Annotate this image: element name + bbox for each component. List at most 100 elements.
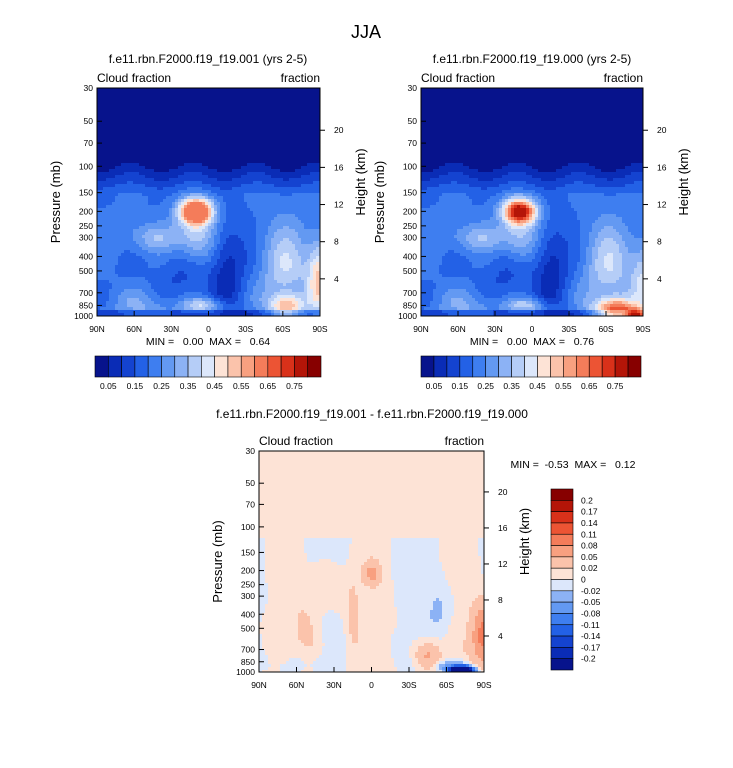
heatmap-cell bbox=[169, 199, 173, 203]
heatmap-cell bbox=[283, 154, 287, 158]
heatmap-cell bbox=[226, 133, 230, 137]
heatmap-cell bbox=[127, 196, 131, 200]
heatmap-cell bbox=[97, 154, 101, 158]
heatmap-cell bbox=[181, 196, 185, 200]
heatmap-cell bbox=[208, 265, 212, 269]
heatmap-cell bbox=[169, 124, 173, 128]
heatmap-cell bbox=[160, 223, 164, 227]
heatmap-cell bbox=[208, 202, 212, 206]
heatmap-cell bbox=[253, 169, 257, 173]
heatmap-cell bbox=[97, 223, 101, 227]
heatmap-cell bbox=[253, 88, 257, 92]
heatmap-cell bbox=[289, 187, 293, 191]
heatmap-cell bbox=[130, 256, 134, 260]
heatmap-cell bbox=[187, 286, 191, 290]
heatmap-cell bbox=[97, 166, 101, 170]
heatmap-cell bbox=[187, 154, 191, 158]
heatmap-cell bbox=[169, 139, 173, 143]
heatmap-cell bbox=[148, 109, 152, 113]
heatmap-cell bbox=[181, 175, 185, 179]
heatmap-cell bbox=[250, 196, 254, 200]
heatmap-cell bbox=[181, 283, 185, 287]
heatmap-cell bbox=[112, 286, 116, 290]
heatmap-cell bbox=[169, 163, 173, 167]
heatmap-cell bbox=[265, 262, 269, 266]
heatmap-cell bbox=[220, 166, 224, 170]
heatmap-cell bbox=[154, 133, 158, 137]
heatmap-cell bbox=[277, 205, 281, 209]
heatmap-cell bbox=[232, 250, 236, 254]
heatmap-cell bbox=[115, 115, 119, 119]
heatmap-cell bbox=[250, 262, 254, 266]
heatmap-cell bbox=[103, 271, 107, 275]
heatmap-cell bbox=[184, 286, 188, 290]
heatmap-cell bbox=[241, 220, 245, 224]
heatmap-cell bbox=[106, 205, 110, 209]
heatmap-cell bbox=[259, 265, 263, 269]
heatmap-cell bbox=[121, 247, 125, 251]
heatmap-cell bbox=[301, 217, 305, 221]
heatmap-cell bbox=[118, 112, 122, 116]
heatmap-cell bbox=[130, 277, 134, 281]
heatmap-cell bbox=[190, 100, 194, 104]
heatmap-cell bbox=[175, 88, 179, 92]
heatmap-cell bbox=[244, 199, 248, 203]
heatmap-cell bbox=[100, 142, 104, 146]
heatmap-cell bbox=[223, 229, 227, 233]
heatmap-cell bbox=[301, 151, 305, 155]
heatmap-cell bbox=[271, 193, 275, 197]
heatmap-cell bbox=[202, 247, 206, 251]
heatmap-cell bbox=[199, 229, 203, 233]
heatmap-cell bbox=[313, 193, 317, 197]
heatmap-cell bbox=[271, 190, 275, 194]
heatmap-cell bbox=[118, 232, 122, 236]
heatmap-cell bbox=[277, 202, 281, 206]
heatmap-cell bbox=[151, 151, 155, 155]
heatmap-cell bbox=[202, 271, 206, 275]
heatmap-cell bbox=[217, 136, 221, 140]
heatmap-cell bbox=[295, 145, 299, 149]
heatmap-cell bbox=[145, 148, 149, 152]
heatmap-cell bbox=[181, 166, 185, 170]
heatmap-cell bbox=[115, 100, 119, 104]
heatmap-cell bbox=[142, 256, 146, 260]
heatmap-cell bbox=[163, 253, 167, 257]
heatmap-cell bbox=[175, 271, 179, 275]
heatmap-cell bbox=[148, 259, 152, 263]
heatmap-cell bbox=[292, 121, 296, 125]
heatmap-cell bbox=[313, 130, 317, 134]
heatmap-cell bbox=[190, 166, 194, 170]
heatmap-cell bbox=[292, 253, 296, 257]
heatmap-cell bbox=[172, 94, 176, 98]
heatmap-cell bbox=[262, 220, 266, 224]
heatmap-cell bbox=[181, 235, 185, 239]
heatmap-cell bbox=[193, 106, 197, 110]
heatmap-cell bbox=[238, 109, 242, 113]
heatmap-cell bbox=[211, 139, 215, 143]
heatmap-cell bbox=[136, 91, 140, 95]
heatmap-cell bbox=[163, 184, 167, 188]
heatmap-cell bbox=[277, 166, 281, 170]
heatmap-cell bbox=[259, 199, 263, 203]
heatmap-cell bbox=[199, 220, 203, 224]
heatmap-cell bbox=[304, 142, 308, 146]
heatmap-cell bbox=[214, 274, 218, 278]
heatmap-cell bbox=[211, 94, 215, 98]
heatmap-cell bbox=[115, 94, 119, 98]
heatmap-cell bbox=[229, 277, 233, 281]
heatmap-cell bbox=[214, 211, 218, 215]
heatmap-cell bbox=[121, 250, 125, 254]
heatmap-cell bbox=[235, 199, 239, 203]
heatmap-cell bbox=[220, 286, 224, 290]
heatmap-cell bbox=[154, 226, 158, 230]
heatmap-cell bbox=[190, 190, 194, 194]
heatmap-cell bbox=[163, 103, 167, 107]
heatmap-cell bbox=[178, 121, 182, 125]
heatmap-cell bbox=[127, 250, 131, 254]
heatmap-cell bbox=[292, 178, 296, 182]
heatmap-cell bbox=[295, 271, 299, 275]
heatmap-cell bbox=[304, 202, 308, 206]
heatmap-cell bbox=[307, 118, 311, 122]
heatmap-cell bbox=[157, 169, 161, 173]
heatmap-cell bbox=[166, 238, 170, 242]
